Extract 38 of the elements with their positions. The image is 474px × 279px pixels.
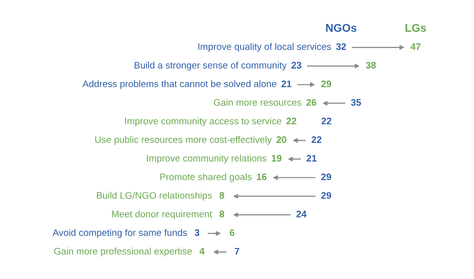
data-label: 7 (234, 248, 240, 254)
legend-label: NGOs (326, 24, 356, 32)
category-label: Promote shared goals (160, 173, 252, 182)
data-label: 8 (220, 192, 224, 199)
data-label: 23 (291, 62, 302, 69)
category-label: Improve community relations (146, 154, 266, 164)
data-label: 21 (306, 154, 317, 162)
category-label: Improve quality of local services (198, 43, 332, 52)
data-label: 21 (282, 80, 292, 88)
data-label: 29 (321, 80, 332, 88)
category-label: Gain more professional expertise (54, 248, 192, 256)
data-label: 29 (321, 192, 332, 199)
data-label: 6 (230, 229, 234, 236)
legend-label: LGs (406, 24, 426, 32)
data-label: 22 (286, 118, 296, 124)
category-label: Address problems that cannot be solved alone (82, 80, 276, 90)
category-label: Meet donor requirement (112, 210, 212, 220)
data-label: 38 (366, 62, 376, 69)
data-label: 35 (350, 99, 361, 106)
category-label: Gain more resources (214, 98, 302, 106)
data-label: 3 (194, 229, 200, 236)
data-label: 47 (410, 43, 420, 50)
data-label: 4 (200, 248, 205, 254)
data-label: 32 (336, 43, 346, 50)
category-label: Build LG/NGO relationships (96, 192, 212, 201)
category-label: Build a stronger sense of community (134, 62, 287, 70)
category-label: Improve community access to service (125, 117, 282, 126)
data-label: 19 (272, 154, 282, 162)
category-label: Avoid competing for same funds (52, 229, 187, 238)
data-label: 8 (220, 210, 224, 218)
data-label: 22 (312, 136, 322, 143)
data-label: 24 (296, 210, 307, 218)
data-label: 20 (276, 136, 286, 143)
data-label: 22 (322, 118, 332, 124)
category-label: Use public resources more cost-effectively (95, 136, 272, 145)
data-label: 16 (256, 173, 267, 180)
data-label: 26 (306, 99, 316, 106)
data-label: 29 (321, 173, 332, 180)
